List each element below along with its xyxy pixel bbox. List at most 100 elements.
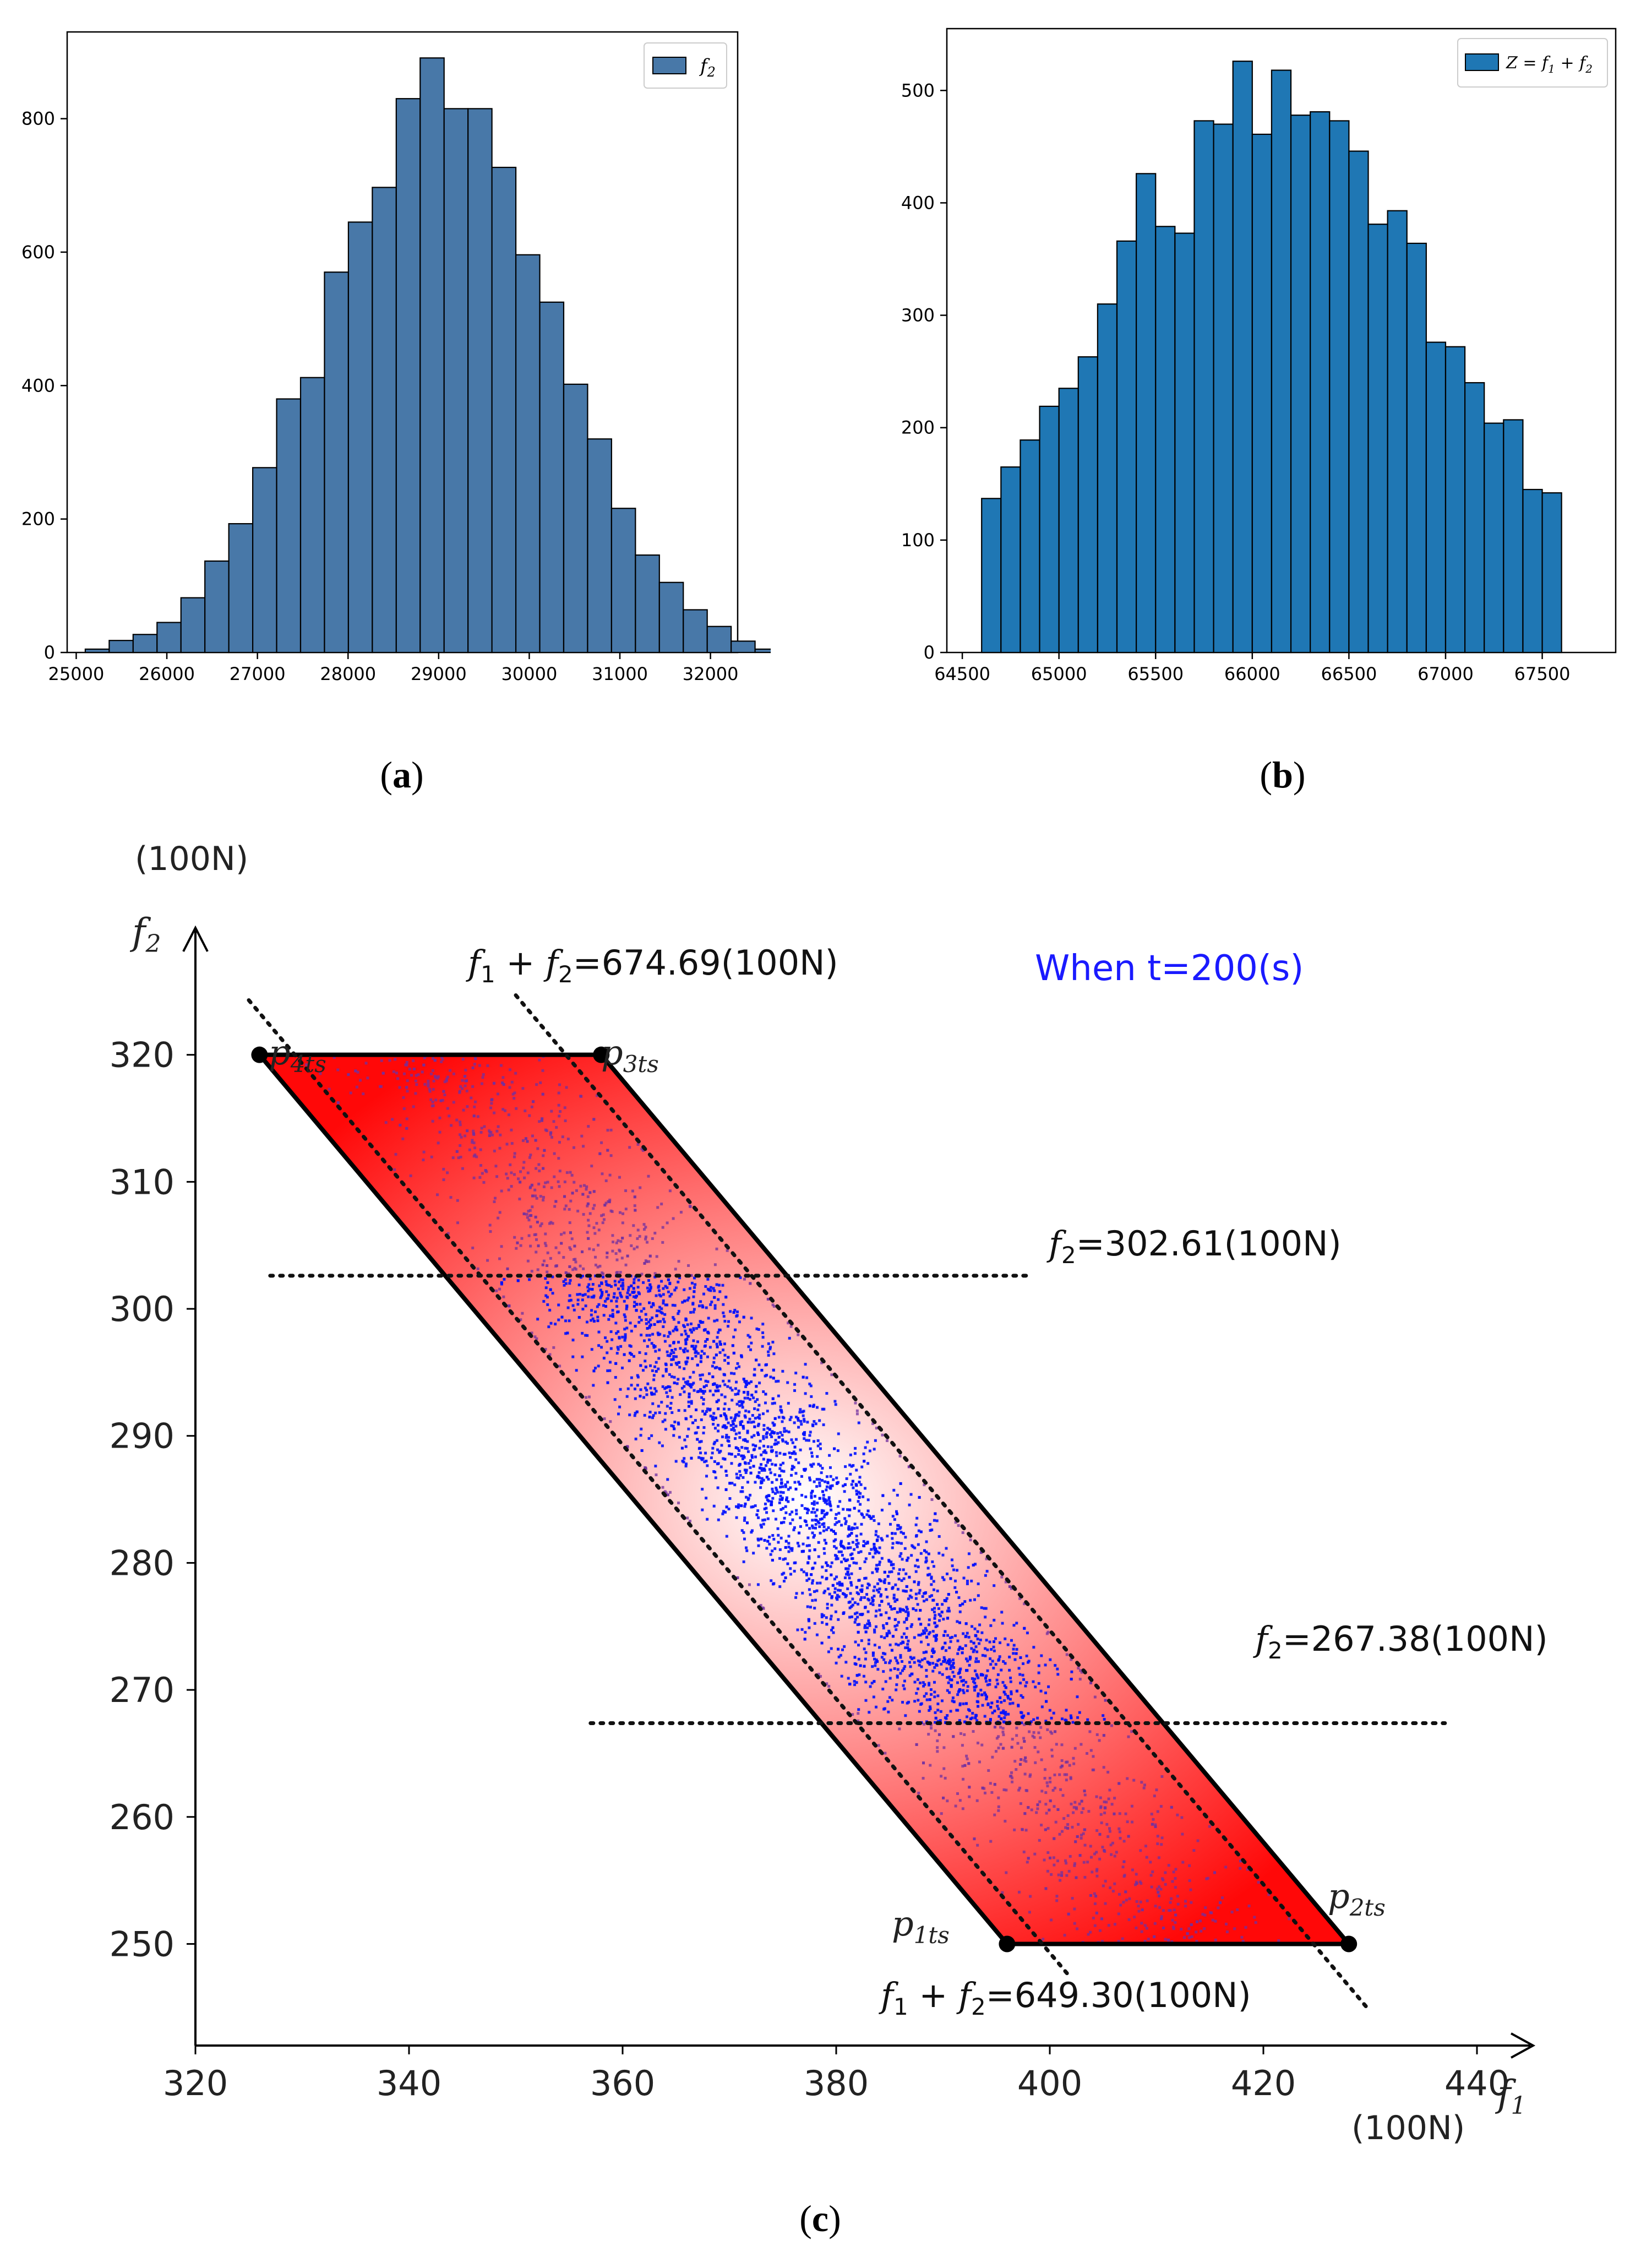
scatter-point [640,1318,643,1321]
scatter-point [750,1454,754,1457]
scatter-point [629,1234,632,1237]
scatter-point [828,1486,832,1489]
scatter-point [855,1493,859,1496]
scatter-point [652,1346,656,1349]
scatter-point [538,1170,541,1173]
scatter-point [1024,1756,1027,1759]
scatter-point [511,1092,515,1096]
scatter-point [735,1476,739,1480]
scatter-point [908,1594,912,1597]
scatter-point [792,1450,795,1454]
scatter-point [608,1173,612,1177]
scatter-point [536,1221,539,1224]
scatter-point [942,1660,946,1663]
scatter-point [1040,1705,1044,1709]
scatter-point [951,1671,955,1674]
scatter-point [714,1476,717,1480]
scatter-point [847,1542,851,1545]
scatter-point [830,1647,833,1650]
scatter-point [632,1295,635,1298]
scatter-point [756,1509,760,1513]
scatter-point [691,1345,694,1348]
scatter-point [803,1419,806,1423]
scatter-point [925,1698,929,1701]
scatter-point [1100,1917,1103,1921]
scatter-point [771,1487,774,1491]
scatter-point [958,1610,962,1613]
scatter-point [630,1329,633,1332]
x-tick-label: 64500 [934,663,990,684]
scatter-point [688,1287,691,1290]
scatter-point [1054,1730,1057,1733]
scatter-point [819,1518,822,1521]
scatter-point [913,1580,916,1584]
scatter-point [858,1673,861,1677]
scatter-point [814,1522,817,1526]
scatter-point [727,1325,730,1328]
scatter-point [1011,1780,1014,1783]
scatter-point [747,1345,750,1348]
scatter-point [742,1476,745,1479]
scatter-point [994,1663,997,1666]
scatter-point [490,1098,494,1101]
scatter-point [706,1277,710,1281]
scatter-point [722,1407,726,1411]
scatter-point [427,1085,430,1088]
scatter-point [931,1647,935,1651]
scatter-point [1104,1699,1107,1702]
scatter-point [900,1531,903,1534]
scatter-point [696,1426,700,1429]
scatter-point [797,1419,800,1422]
scatter-point [795,1509,798,1512]
scatter-point [1105,1801,1108,1804]
scatter-point [678,1366,682,1369]
scatter-point [948,1660,952,1663]
scatter-point [672,1217,675,1220]
scatter-point [1109,1843,1113,1847]
scatter-point [634,1388,637,1391]
scatter-point [539,1224,542,1227]
scatter-point [754,1417,757,1420]
scatter-point [873,1543,876,1546]
scatter-point [597,1364,600,1368]
scatter-point [949,1667,952,1670]
scatter-point [677,1502,680,1505]
scatter-point [422,1159,425,1162]
scatter-point [828,1503,832,1506]
scatter-point [734,1432,738,1435]
scatter-point [956,1620,959,1623]
line-label-sum-upper: f1 + f2=674.69(100N) [466,943,838,988]
scatter-point [727,1508,730,1511]
scatter-point [670,1396,674,1399]
scatter-point [850,1584,853,1587]
scatter-point [885,1632,888,1635]
scatter-point [793,1421,796,1424]
scatter-point [662,1287,665,1290]
scatter-point [952,1666,956,1669]
scatter-point [848,1514,851,1518]
scatter-point [721,1512,724,1515]
scatter-point [847,1527,851,1531]
scatter-point [577,1283,581,1287]
scatter-point [784,1505,787,1508]
scatter-point [1045,1812,1048,1815]
scatter-point [618,1248,621,1252]
scatter-point [635,1303,638,1306]
scatter-point [588,1247,591,1250]
scatter-point [495,1289,498,1292]
scatter-point [771,1481,774,1484]
scatter-point [798,1531,801,1535]
scatter-point [696,1438,699,1441]
scatter-point [957,1596,961,1600]
scatter-point [566,1306,570,1309]
scatter-point [851,1557,854,1560]
scatter-point [835,1521,838,1524]
scatter-point [765,1435,768,1439]
scatter-point [907,1700,911,1704]
scatter-point [994,1637,997,1640]
scatter-point [1141,1908,1144,1912]
scatter-point [1160,1917,1163,1921]
scatter-point [816,1581,819,1585]
scatter-point [908,1649,912,1652]
scatter-point [873,1448,876,1451]
